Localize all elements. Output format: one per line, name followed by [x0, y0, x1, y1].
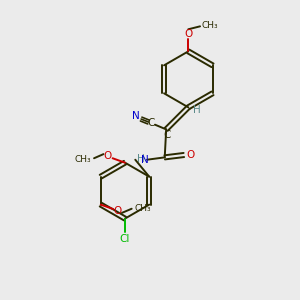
Text: O: O — [114, 206, 122, 216]
Text: C: C — [164, 130, 171, 140]
Text: O: O — [104, 151, 112, 161]
Text: O: O — [186, 150, 194, 160]
Text: O: O — [184, 29, 192, 39]
Text: C: C — [147, 118, 155, 128]
Text: H: H — [193, 105, 200, 115]
Text: CH₃: CH₃ — [75, 154, 92, 164]
Text: H: H — [137, 154, 145, 164]
Text: CH₃: CH₃ — [201, 21, 218, 30]
Text: Cl: Cl — [120, 234, 130, 244]
Text: N: N — [132, 111, 140, 121]
Text: N: N — [141, 155, 149, 165]
Text: CH₃: CH₃ — [134, 204, 151, 213]
